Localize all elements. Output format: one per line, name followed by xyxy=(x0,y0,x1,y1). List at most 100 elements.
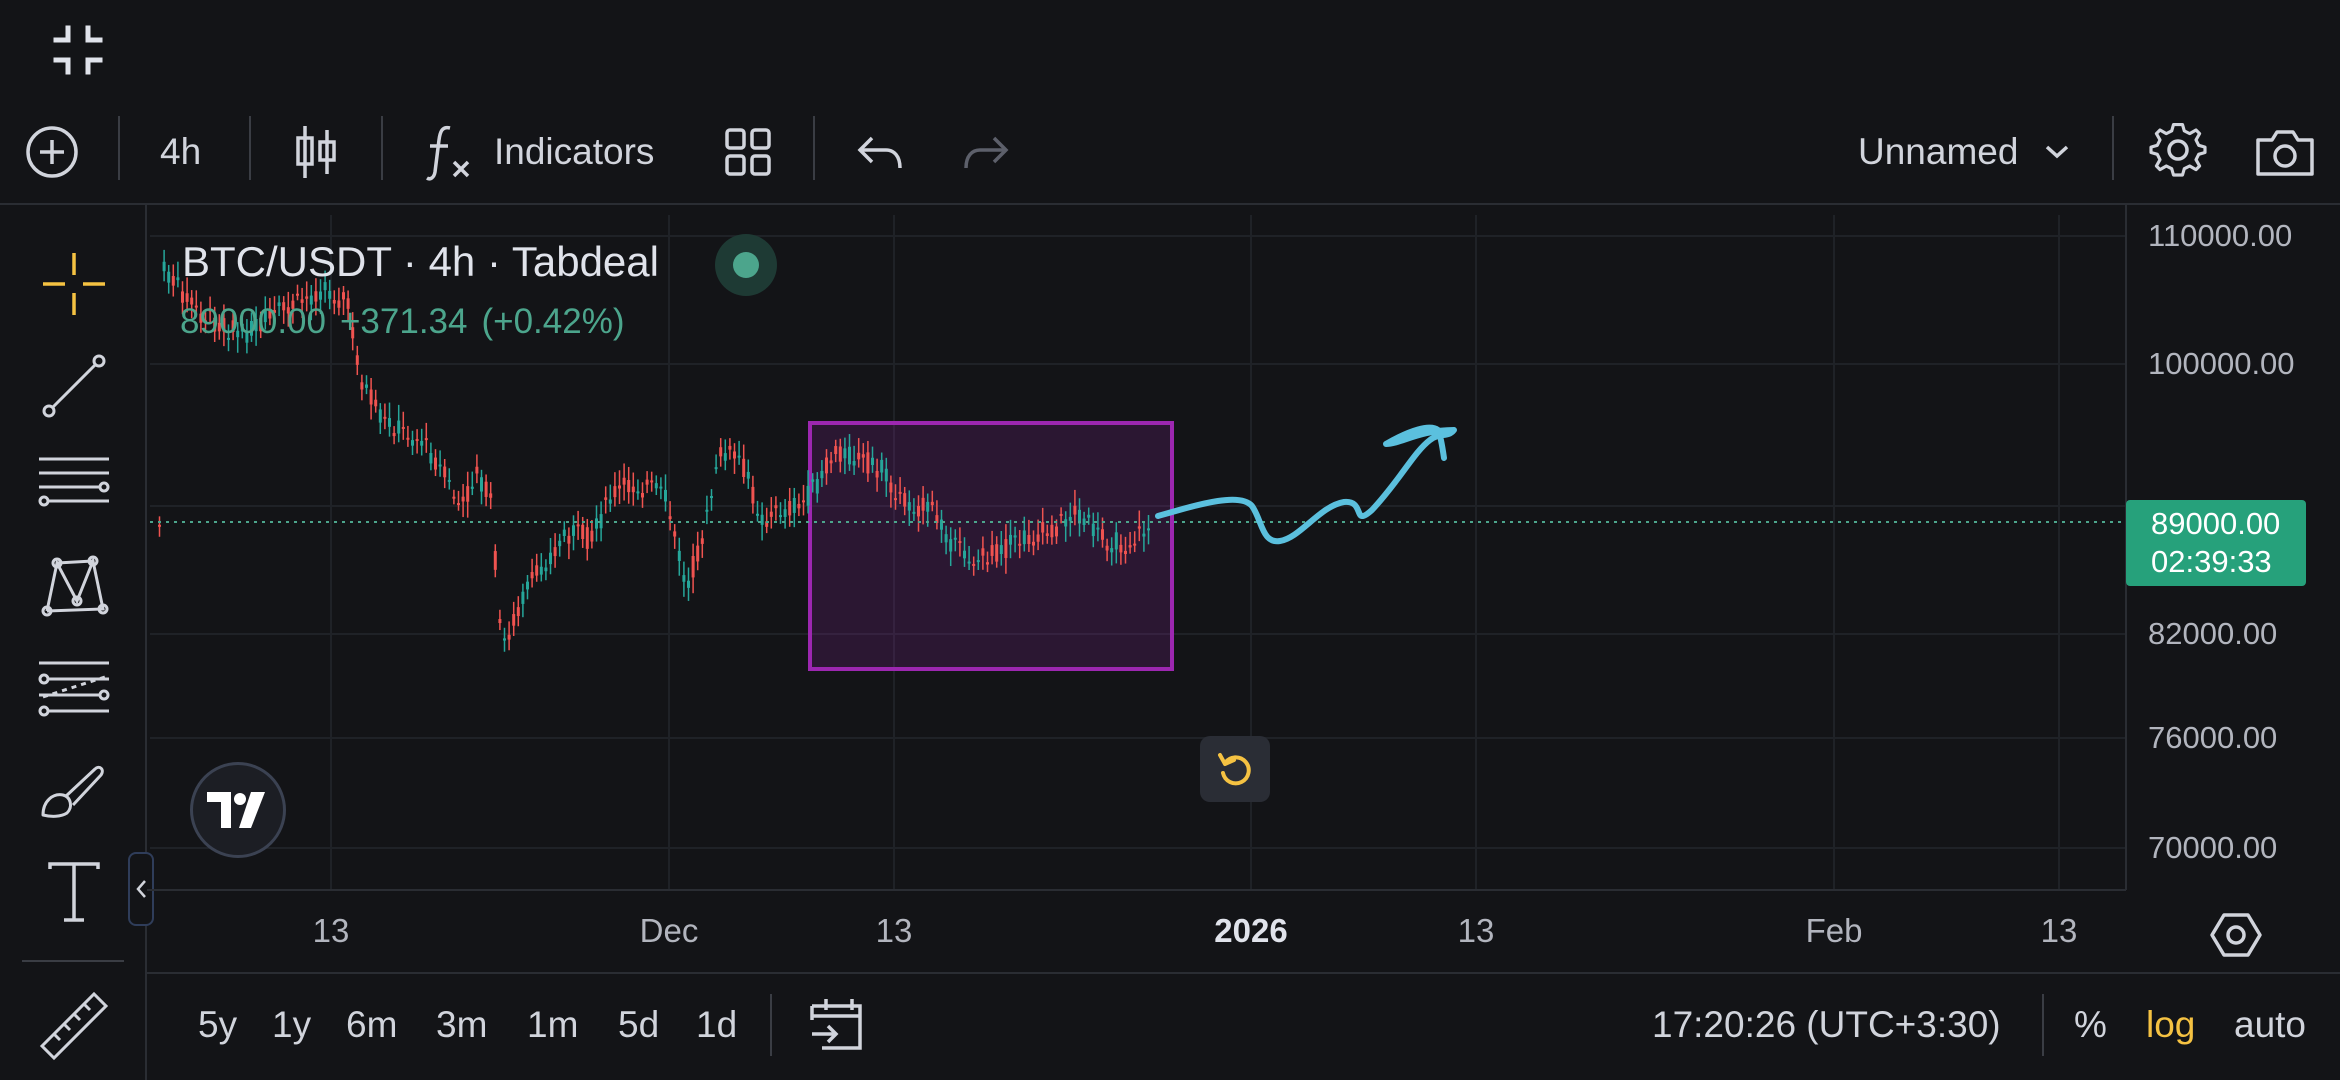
brush-icon xyxy=(41,765,104,818)
candle-body xyxy=(792,497,796,513)
fx-icon xyxy=(426,125,470,181)
redo-button[interactable] xyxy=(962,112,1010,192)
candle-body xyxy=(447,479,451,482)
candle-body xyxy=(972,563,976,566)
undo-button[interactable] xyxy=(856,112,904,192)
chart-grid xyxy=(150,215,2126,890)
percent-scale-toggle[interactable]: % xyxy=(2074,1004,2107,1045)
candle-body xyxy=(604,497,608,500)
market-status-icon[interactable] xyxy=(715,234,777,296)
candle-body xyxy=(728,445,732,450)
settings-button[interactable] xyxy=(2148,112,2208,192)
go-to-date-button[interactable] xyxy=(808,996,864,1057)
log-scale-toggle[interactable]: log xyxy=(2146,1004,2196,1045)
candle-body xyxy=(1096,527,1100,530)
candle-body xyxy=(714,467,718,470)
ruler-icon xyxy=(39,991,109,1061)
brush-tool[interactable] xyxy=(32,748,116,832)
candle-body xyxy=(337,300,341,308)
candle-body xyxy=(369,389,373,405)
candle-body xyxy=(636,491,640,494)
candle-body xyxy=(903,493,907,507)
candle-body xyxy=(981,548,985,556)
range-1y-button[interactable]: 1y xyxy=(272,1004,312,1045)
tradingview-logo[interactable] xyxy=(190,762,286,858)
horizontal-lines-tool[interactable] xyxy=(32,444,116,528)
layout-name-button[interactable]: Unnamed xyxy=(1858,112,2070,192)
price-change: +371.34 xyxy=(339,302,468,341)
candle-body xyxy=(535,565,539,576)
candle-body xyxy=(930,501,934,506)
candle-body xyxy=(769,511,773,517)
drawing-toolbar xyxy=(0,205,147,1080)
time-axis-label: 13 xyxy=(2040,912,2078,949)
candle-body xyxy=(300,299,304,303)
trend-line-tool[interactable] xyxy=(32,344,116,428)
pattern-tool[interactable] xyxy=(32,544,116,628)
range-5y-button[interactable]: 5y xyxy=(198,1004,238,1045)
range-1d-button[interactable]: 1d xyxy=(696,1004,738,1045)
exit-fullscreen-icon[interactable] xyxy=(52,24,104,76)
candle-body xyxy=(673,531,677,537)
candle-body xyxy=(222,318,226,332)
candle-body xyxy=(176,277,180,281)
range-5d-button[interactable]: 5d xyxy=(618,1004,660,1045)
candle-body xyxy=(374,399,378,407)
candle-body xyxy=(401,426,405,429)
candle-body xyxy=(503,638,506,641)
candle-body xyxy=(539,566,543,575)
range-1m-button[interactable]: 1m xyxy=(527,1004,579,1045)
brush-drawing xyxy=(1155,424,1457,545)
symbol-legend-title[interactable]: BTC/USDT · 4h · Tabdeal xyxy=(182,238,659,285)
indicators-button[interactable]: Indicators xyxy=(424,112,654,192)
candle-body xyxy=(590,530,594,542)
undo-icon xyxy=(857,136,902,169)
toolbar-divider xyxy=(2042,994,2044,1056)
range-6m-button[interactable]: 6m xyxy=(346,1004,398,1045)
interval-button[interactable]: 4h xyxy=(160,112,201,192)
candle-body xyxy=(585,527,589,549)
range-3m-button[interactable]: 3m xyxy=(436,1004,488,1045)
time-axis-label: Feb xyxy=(1805,912,1863,949)
candle-body xyxy=(521,591,525,604)
candle-body xyxy=(999,545,1003,555)
candle-body xyxy=(1050,524,1054,538)
candle-body xyxy=(1055,526,1058,537)
candle-body xyxy=(162,261,166,272)
candle-body xyxy=(806,485,810,506)
candle-body xyxy=(1004,539,1008,558)
candle-body xyxy=(1147,528,1150,531)
crosshair-tool[interactable] xyxy=(32,242,116,326)
text-tool[interactable] xyxy=(32,850,116,934)
add-symbol-button[interactable] xyxy=(24,112,80,192)
axis-settings-icon[interactable] xyxy=(2208,907,2264,963)
timezone-clock[interactable]: 17:20:26 (UTC+3:30) xyxy=(1652,1004,2001,1045)
snapshot-button[interactable] xyxy=(2254,112,2316,192)
candle-body xyxy=(760,514,764,525)
candle-body xyxy=(641,492,644,498)
candle-body xyxy=(898,491,902,494)
candle-body xyxy=(434,457,437,470)
candle-body xyxy=(240,323,244,332)
candle-body xyxy=(549,552,552,565)
text-icon xyxy=(48,862,100,922)
auto-scale-toggle[interactable]: auto xyxy=(2234,1004,2307,1045)
candle-body xyxy=(208,309,212,312)
measure-tool[interactable] xyxy=(32,984,116,1068)
candle-body xyxy=(355,355,359,365)
candle-body xyxy=(194,305,198,308)
forecast-tool[interactable] xyxy=(32,646,116,730)
candle-body xyxy=(829,460,833,464)
candle-body xyxy=(746,471,750,479)
candle-body xyxy=(443,466,447,478)
chart-type-button[interactable] xyxy=(294,112,338,192)
candle-body xyxy=(852,460,856,466)
templates-button[interactable] xyxy=(724,112,772,192)
candle-body xyxy=(319,291,322,300)
candle-body xyxy=(558,540,562,547)
reset-chart-button[interactable] xyxy=(1200,736,1270,802)
candle-body xyxy=(1068,516,1072,521)
candle-body xyxy=(940,519,943,530)
candle-body xyxy=(677,550,681,562)
